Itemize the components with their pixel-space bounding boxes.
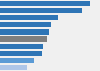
Bar (0, 65, 27, 70)
Bar (0, 44, 43, 49)
Bar (0, 36, 47, 42)
Bar (0, 29, 48, 35)
Bar (0, 51, 42, 56)
Bar (0, 1, 90, 6)
Bar (0, 58, 34, 63)
Bar (0, 8, 82, 13)
Bar (0, 15, 58, 20)
Bar (0, 22, 51, 27)
